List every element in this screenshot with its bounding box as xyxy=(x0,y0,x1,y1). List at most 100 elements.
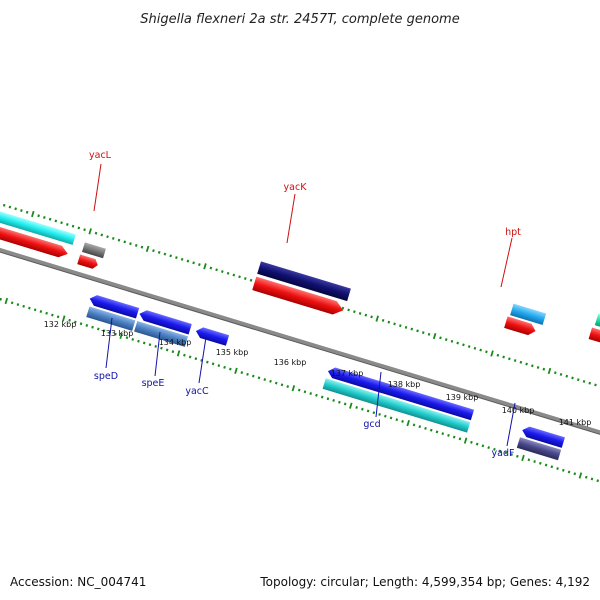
minor-tick-mark xyxy=(263,378,267,382)
minor-tick-mark xyxy=(148,343,152,347)
feature-blue-speD[interactable] xyxy=(88,293,140,319)
minor-tick-mark xyxy=(188,355,192,359)
minor-tick-mark xyxy=(249,278,253,282)
minor-tick-mark xyxy=(447,433,450,437)
minor-tick-mark xyxy=(366,409,370,413)
feature-sky-hpt[interactable] xyxy=(510,303,547,325)
tick-label: 133 kbp xyxy=(101,329,134,338)
feature-aqua-upper-left[interactable] xyxy=(0,202,76,245)
major-tick-mark xyxy=(291,385,296,392)
minor-tick-mark xyxy=(297,388,301,392)
feature-red-yacL[interactable] xyxy=(77,254,99,269)
minor-tick-mark xyxy=(106,235,109,239)
minor-tick-mark xyxy=(525,362,528,366)
minor-tick-mark xyxy=(286,385,290,388)
feature-slate-yadF[interactable] xyxy=(516,437,562,461)
feature-steel-speD[interactable] xyxy=(86,306,136,331)
feature-gray-yacL[interactable] xyxy=(81,242,106,259)
major-tick-mark xyxy=(88,228,92,235)
major-tick-mark xyxy=(406,420,410,427)
minor-tick-mark xyxy=(450,339,454,343)
feature-red-hpt[interactable] xyxy=(504,316,537,336)
minor-tick-mark xyxy=(401,419,404,423)
minor-tick-mark xyxy=(2,203,6,207)
minor-tick-mark xyxy=(251,374,255,378)
gene-label-yacK[interactable]: yacK xyxy=(284,182,308,193)
minor-tick-mark xyxy=(353,310,356,314)
minor-tick-mark xyxy=(194,357,198,361)
minor-tick-mark xyxy=(209,266,213,270)
major-tick-mark xyxy=(145,245,150,252)
minor-tick-mark xyxy=(429,428,433,432)
minor-tick-mark xyxy=(137,339,140,343)
minor-tick-mark xyxy=(498,449,502,453)
feature-red-right[interactable] xyxy=(588,327,600,357)
minor-tick-mark xyxy=(341,306,345,310)
minor-tick-mark xyxy=(567,470,571,474)
minor-tick-mark xyxy=(582,380,586,383)
minor-tick-mark xyxy=(516,454,519,458)
major-tick-mark xyxy=(203,263,207,270)
minor-tick-mark xyxy=(358,311,362,315)
gene-label-hpt[interactable]: hpt xyxy=(505,227,521,238)
feature-blue-yadF[interactable] xyxy=(521,425,565,448)
map-title: Shigella flexneri 2a str. 2457T, complet… xyxy=(140,12,459,27)
minor-tick-mark xyxy=(10,301,14,305)
major-tick-mark xyxy=(463,437,468,444)
minor-tick-mark xyxy=(123,240,127,244)
gene-label-yacL[interactable]: yacL xyxy=(89,150,112,161)
feature-cyan-gcd[interactable] xyxy=(322,378,471,433)
minor-tick-mark xyxy=(180,257,184,261)
gene-label-speE[interactable]: speE xyxy=(142,378,165,389)
minor-tick-mark xyxy=(16,303,20,307)
minor-tick-mark xyxy=(533,460,536,463)
feature-red-upper-left[interactable] xyxy=(0,217,70,259)
minor-tick-mark xyxy=(531,364,534,368)
major-tick-mark xyxy=(4,297,9,305)
feature-blue-speE[interactable] xyxy=(138,309,192,335)
feature-blue-yacC[interactable] xyxy=(194,326,230,346)
major-tick-mark xyxy=(119,332,123,340)
feature-navy-yacK[interactable] xyxy=(257,261,351,302)
minor-tick-mark xyxy=(114,332,117,336)
minor-tick-mark xyxy=(183,353,186,357)
gene-label-yacC[interactable]: yacC xyxy=(185,386,209,397)
tick-label: 132 kbp xyxy=(44,320,77,329)
minor-tick-mark xyxy=(215,268,218,272)
upper-feature-track xyxy=(0,202,600,357)
minor-tick-mark xyxy=(456,341,460,345)
major-tick-mark xyxy=(176,350,181,357)
major-tick-mark xyxy=(31,210,35,218)
minor-tick-mark xyxy=(274,381,278,385)
feature-steel-speE[interactable] xyxy=(134,320,189,347)
minor-tick-mark xyxy=(157,250,161,254)
major-tick-mark xyxy=(375,315,379,322)
genome-backbone-edge xyxy=(0,233,600,456)
gene-label-speD[interactable]: speD xyxy=(94,371,118,382)
major-tick-mark xyxy=(349,402,353,409)
minor-tick-mark xyxy=(25,210,29,214)
minor-tick-mark xyxy=(71,224,75,228)
minor-tick-mark xyxy=(387,320,391,324)
minor-tick-mark xyxy=(519,360,523,364)
minor-tick-mark xyxy=(131,338,135,341)
gene-label-gcd[interactable]: gcd xyxy=(363,419,380,430)
minor-tick-mark xyxy=(424,426,427,430)
minor-tick-mark xyxy=(485,350,488,354)
minor-tick-mark xyxy=(74,320,77,324)
minor-tick-mark xyxy=(462,343,465,347)
minor-tick-mark xyxy=(458,437,462,441)
major-tick-mark xyxy=(432,332,437,340)
minor-tick-mark xyxy=(111,236,115,240)
gene-label-yadF[interactable]: yadF xyxy=(492,448,515,459)
feature-blue-gcd[interactable] xyxy=(326,366,475,421)
minor-tick-mark xyxy=(404,325,408,329)
minor-tick-mark xyxy=(576,378,580,382)
minor-tick-mark xyxy=(510,453,513,457)
gene-callout-line-icon xyxy=(154,331,161,377)
major-tick-mark xyxy=(521,454,525,462)
feature-red-yacK[interactable] xyxy=(252,276,345,317)
minor-tick-mark xyxy=(496,353,500,357)
minor-tick-mark xyxy=(332,399,335,402)
